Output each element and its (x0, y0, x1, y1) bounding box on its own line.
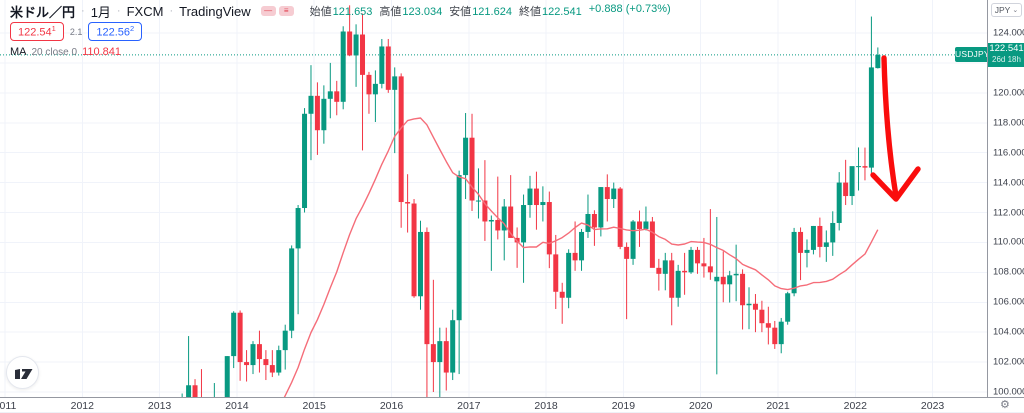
current-price-label: 122.541 26d 18h (988, 42, 1024, 67)
change-value: +0.888 (+0.73%) (588, 3, 671, 15)
year-tick-label: 2011 (0, 400, 17, 412)
ma-name: MA (10, 46, 27, 58)
symbol-price-tag: USDJPY (955, 47, 987, 63)
ma-indicator-legend[interactable]: MA 20 close 0 110.841 (10, 46, 671, 58)
collapse-legend-icon[interactable]: — (260, 6, 276, 16)
exchange-label[interactable]: FXCM (126, 3, 164, 19)
year-tick-label: 2020 (689, 400, 713, 412)
ma-line (283, 117, 879, 397)
bar-countdown: 26d 18h (992, 54, 1021, 64)
price-tick-label: 114.000 (993, 177, 1024, 189)
price-tick-label: 110.000 (993, 236, 1024, 248)
tradingview-logo-watermark[interactable] (6, 356, 39, 389)
separator-dot: · (81, 5, 85, 17)
symbol-title[interactable]: 米ドル／円 (10, 4, 76, 20)
price-tick-label: 102.000 (993, 356, 1024, 368)
price-tick-label: 118.000 (993, 117, 1024, 129)
interval-label[interactable]: 1月 (90, 4, 111, 20)
price-tick-label: 108.000 (993, 266, 1024, 278)
year-tick-label: 2022 (843, 400, 867, 412)
trend-arrow-annotation[interactable] (870, 55, 921, 202)
year-tick-label: 2015 (302, 400, 326, 412)
symbol-row: 米ドル／円 · 1月 · FXCM · TradingView — ≡ 始値12… (10, 3, 671, 20)
open-value: 始値121.653 (309, 6, 373, 18)
legend-menu-icon[interactable]: ≡ (278, 6, 294, 16)
year-tick-label: 2023 (920, 400, 945, 412)
currency-selector-button[interactable]: JPY ⌄ (991, 3, 1022, 17)
axis-settings-gear-icon[interactable]: ⚙ (1000, 399, 1010, 411)
low-value: 安値121.624 (449, 6, 512, 18)
separator-dot: · (169, 5, 174, 17)
candlestick-series (181, 5, 881, 397)
close-value: 終値122.541 (518, 6, 582, 18)
price-tick-label: 112.000 (993, 207, 1024, 218)
tradingview-logo-icon (15, 369, 33, 379)
trade-panel: 122.541 2.1 122.562 (10, 22, 671, 41)
price-tick-label: 116.000 (993, 147, 1024, 159)
chart-legend: 米ドル／円 · 1月 · FXCM · TradingView — ≡ 始値12… (10, 3, 671, 58)
year-tick-label: 2014 (225, 400, 249, 412)
year-tick-label: 2012 (70, 400, 94, 412)
year-tick-label: 2019 (611, 400, 636, 412)
price-tick-label: 124.000 (993, 27, 1024, 39)
sell-button[interactable]: 122.541 (10, 22, 64, 41)
price-tick-label: 120.000 (993, 87, 1024, 99)
price-tick-label: 100.000 (993, 386, 1024, 398)
ohlc-readout: 始値121.653 高値123.034 安値121.624 終値122.541 … (310, 3, 671, 19)
time-axis[interactable]: 2011 2012 2013 2014 2015 2016 2017 2018 2019 2020… (0, 397, 1024, 413)
buy-button[interactable]: 122.562 (88, 22, 143, 41)
separator-dot: · (116, 5, 121, 17)
price-tick-label: 106.000 (993, 296, 1024, 308)
chart-plot-area[interactable]: 米ドル／円 · 1月 · FXCM · TradingView — ≡ 始値12… (0, 0, 987, 397)
year-tick-label: 2021 (766, 400, 790, 412)
high-value: 高値123.034 (379, 6, 443, 18)
gridlines (0, 0, 987, 397)
candlestick-chart (0, 0, 987, 397)
currency-label: JPY (994, 5, 1011, 15)
chevron-down-icon: ⌄ (1012, 7, 1019, 14)
ma-value: 110.841 (82, 46, 122, 58)
current-price-value: 122.541 (989, 42, 1024, 54)
year-tick-label: 2017 (457, 400, 481, 412)
ma-params: 20 close 0 (31, 46, 78, 58)
spread-value: 2.1 (69, 26, 83, 37)
price-tick-label: 104.000 (993, 326, 1024, 338)
legend-toggles: — ≡ (260, 6, 294, 16)
year-tick-label: 2018 (534, 400, 558, 412)
year-tick-label: 2016 (379, 400, 404, 412)
platform-label[interactable]: TradingView (179, 3, 251, 19)
year-tick-label: 2013 (147, 400, 172, 412)
price-axis[interactable]: JPY ⌄ 122.541 26d 18h 124.000 120.000 118.… (987, 0, 1024, 398)
